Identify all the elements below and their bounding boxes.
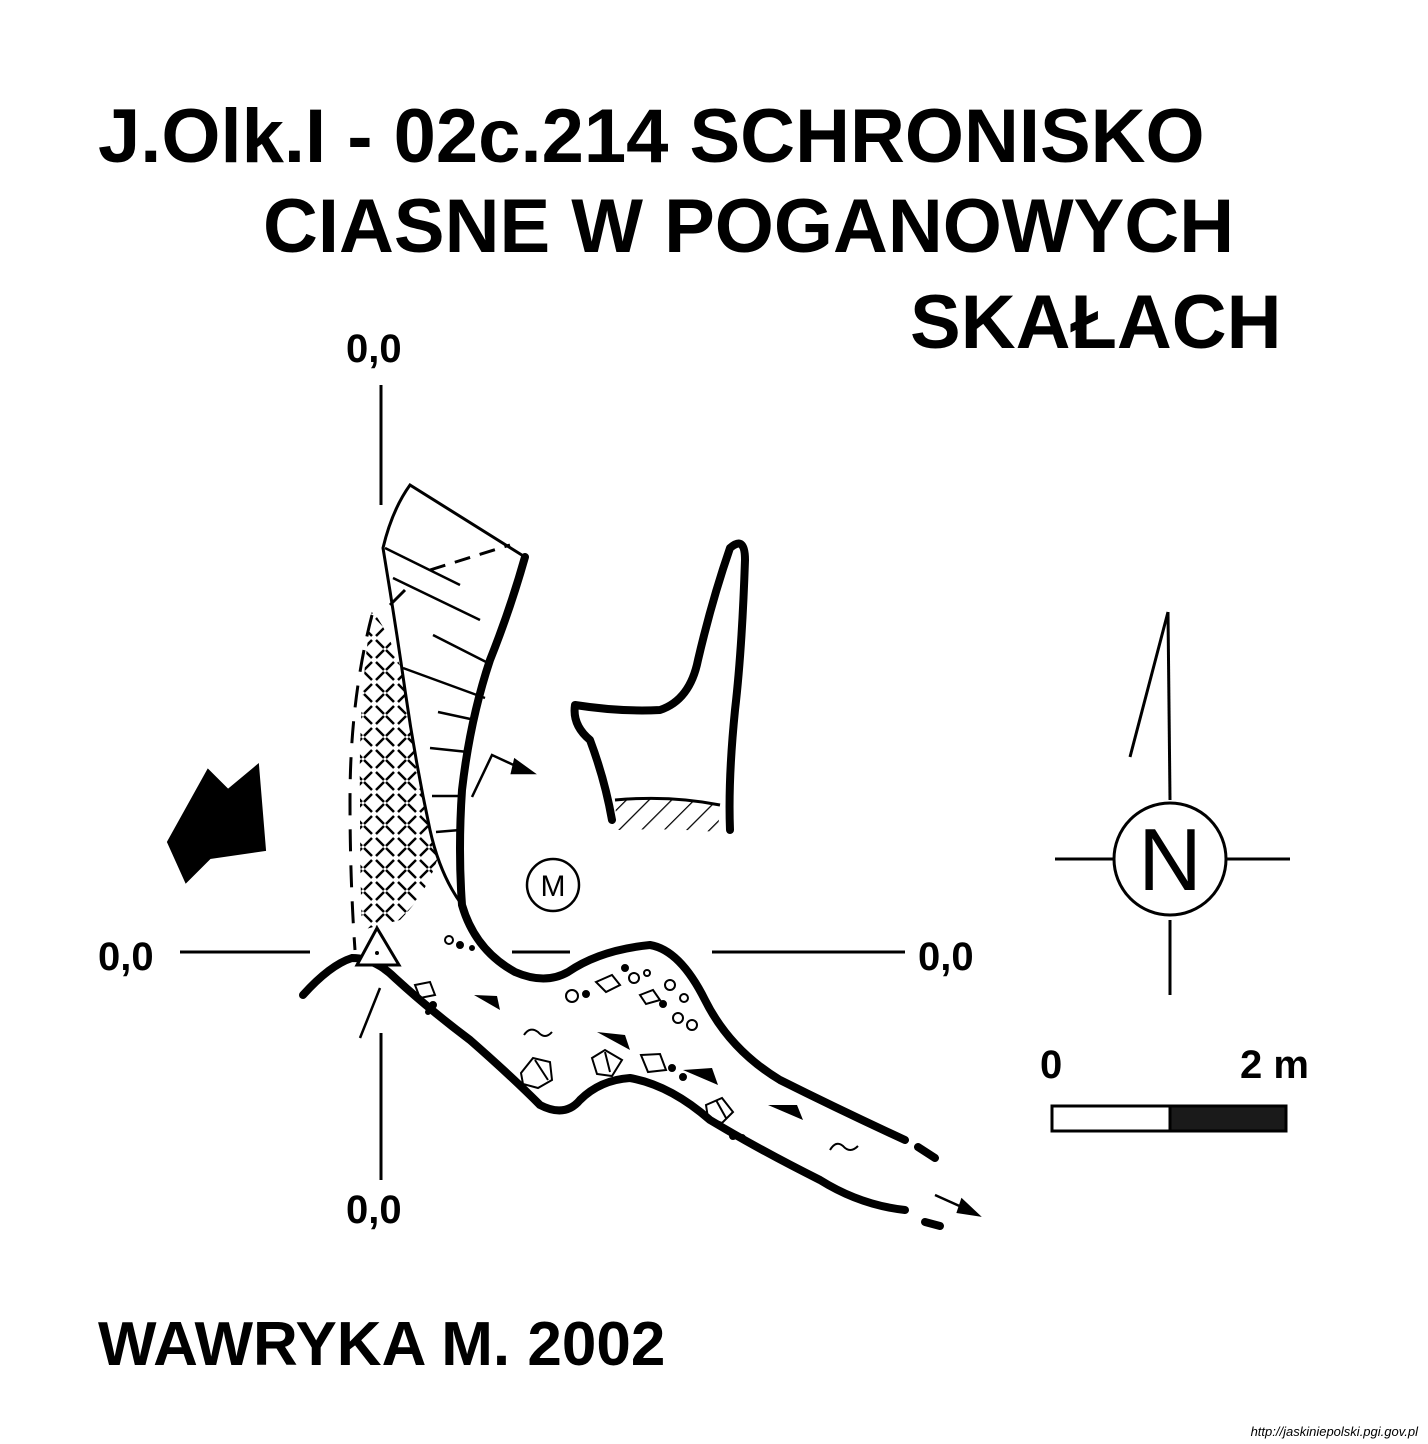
slope-arrow [470,753,537,798]
scale-start-label: 0 [1040,1043,1062,1087]
cave-floor-details [413,935,746,1142]
dashed-inner-line-2 [388,588,407,607]
slope-triangles [474,995,803,1120]
clay-symbols [523,1028,859,1151]
cave-wall-lower [299,953,909,1214]
coordinate-label-bottom: 0,0 [346,1188,402,1232]
coordinate-axes [180,385,905,1180]
map-title: J.Olk.I - 02c.214 SCHRONISKO CIASNE W PO… [98,94,1282,365]
title-line-1: J.Olk.I - 02c.214 SCHRONISKO [98,94,1205,179]
title-line-2: CIASNE W POGANOWYCH [263,184,1234,269]
chamber-hatch-lines [384,546,493,834]
cave-marker: M [525,857,581,913]
scale-end-label: 2 m [1240,1043,1309,1087]
cave-wall-main-end-dash [914,1143,939,1162]
dashed-wall-left [348,614,374,951]
side-chamber-floor-hatch [615,798,720,832]
dashed-inner-line [429,543,511,572]
side-chamber-outline [570,539,749,834]
cave-wall-main [456,553,909,1144]
coordinate-label-right: 0,0 [918,935,974,979]
passage-continuation-arrow [934,1193,982,1217]
entrance-arrow-icon [166,762,267,884]
cave-wall-lower-end-dash [921,1218,944,1230]
coordinate-label-left: 0,0 [98,935,154,979]
north-letter: N [1138,810,1202,909]
title-line-3: SKAŁACH [910,280,1282,365]
source-url: http://jaskiniepolski.pgi.gov.pl [1251,1424,1420,1439]
scale-bar: 0 2 m [1040,1043,1309,1133]
author-credit: WAWRYKA M. 2002 [98,1310,665,1379]
cave-marker-letter: M [541,870,566,903]
coordinate-label-top: 0,0 [346,327,402,371]
rock-crosshatch-area [359,610,440,930]
survey-station-icon [354,924,402,1039]
north-arrow: N [1055,611,1290,995]
side-chamber-floor-line [614,796,721,807]
